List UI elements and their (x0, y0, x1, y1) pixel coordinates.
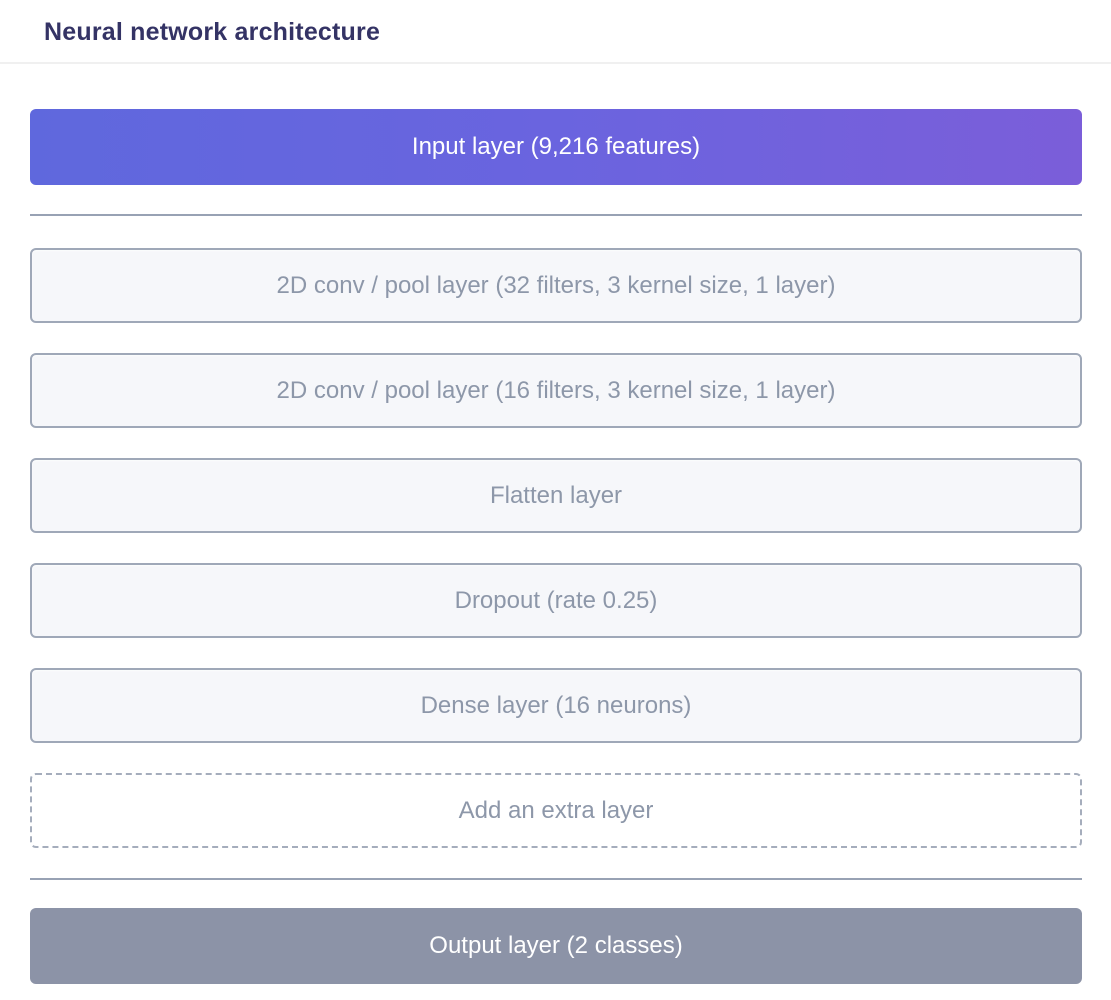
header-divider (0, 62, 1111, 64)
hidden-layer-stack: 2D conv / pool layer (32 filters, 3 kern… (30, 248, 1082, 848)
layer-label: Dropout (rate 0.25) (454, 586, 658, 614)
input-layer-label: Input layer (9,216 features) (411, 133, 701, 160)
panel-header: Neural network architecture (0, 0, 1111, 46)
layer-conv-pool-2[interactable]: 2D conv / pool layer (16 filters, 3 kern… (30, 353, 1082, 428)
layer-flatten[interactable]: Flatten layer (30, 458, 1082, 533)
add-extra-layer-label: Add an extra layer (458, 796, 654, 824)
layer-conv-pool-1[interactable]: 2D conv / pool layer (32 filters, 3 kern… (30, 248, 1082, 323)
architecture-content: Input layer (9,216 features) 2D conv / p… (0, 109, 1111, 984)
page-title: Neural network architecture (44, 18, 381, 46)
output-section-divider (30, 878, 1082, 880)
output-layer-button[interactable]: Output layer (2 classes) (30, 908, 1082, 984)
layer-dense[interactable]: Dense layer (16 neurons) (30, 668, 1082, 743)
layer-dropout[interactable]: Dropout (rate 0.25) (30, 563, 1082, 638)
output-layer-label: Output layer (2 classes) (429, 932, 683, 959)
layer-label: Dense layer (16 neurons) (420, 691, 692, 719)
layer-label: 2D conv / pool layer (16 filters, 3 kern… (276, 376, 836, 404)
input-section-divider (30, 214, 1082, 216)
input-layer-button[interactable]: Input layer (9,216 features) (30, 109, 1082, 185)
layer-label: Flatten layer (489, 481, 623, 509)
layer-label: 2D conv / pool layer (32 filters, 3 kern… (276, 271, 836, 299)
add-extra-layer-button[interactable]: Add an extra layer (30, 773, 1082, 848)
